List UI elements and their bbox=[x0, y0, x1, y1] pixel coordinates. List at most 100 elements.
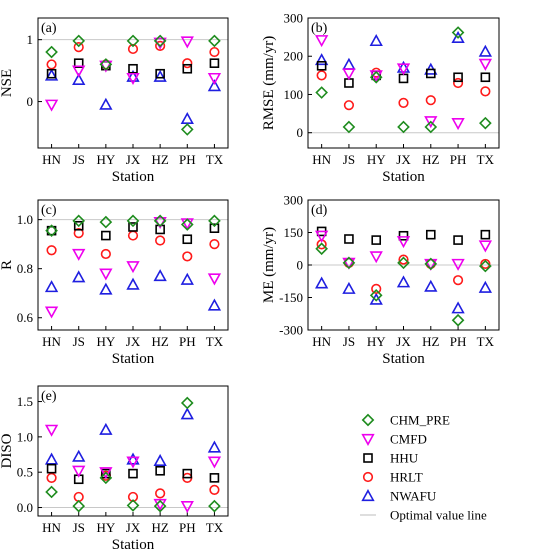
point-nwafu-ph bbox=[451, 301, 465, 314]
point-chm-pre-ph bbox=[180, 396, 194, 410]
y-tick-label: -150 bbox=[279, 290, 303, 305]
point-cmfd-hy bbox=[99, 467, 113, 480]
point-hrlt-jx bbox=[398, 97, 409, 108]
point-chm-pre-hy bbox=[99, 58, 113, 71]
x-tick-label-jx: JX bbox=[396, 152, 411, 167]
panel-b: 0 100 200 300 HN JS HY JX HZ PH TX Station RMSE (mm/… bbox=[261, 11, 500, 185]
y-tick-label: 300 bbox=[284, 193, 304, 208]
point-hrlt-ph bbox=[452, 77, 464, 89]
point-chm-pre-hz bbox=[424, 120, 438, 134]
y-axis-title: DISO bbox=[0, 433, 15, 468]
point-chm-pre-ph bbox=[451, 313, 465, 327]
panel-label: (a) bbox=[41, 21, 57, 36]
series-nwafu bbox=[44, 68, 222, 125]
x-tick-label-tx: TX bbox=[206, 152, 224, 167]
legend-label-optimal-line: Optimal value line bbox=[390, 508, 487, 523]
y-tick-label: 1.0 bbox=[17, 429, 33, 444]
point-chm-pre-hz bbox=[424, 257, 438, 271]
y-axis-title: ME (mm/yr) bbox=[261, 227, 277, 303]
legend: CHM_PRE CMFD HHU HRLT NWAFU Optimal value lin… bbox=[360, 413, 487, 523]
point-chm-pre-jx bbox=[126, 499, 140, 512]
x-tick-label-hy: HY bbox=[96, 334, 115, 349]
x-tick-label-hz: HZ bbox=[151, 520, 168, 535]
series-cmfd bbox=[314, 230, 493, 271]
point-cmfd-hn bbox=[44, 424, 59, 437]
point-nwafu-tx bbox=[207, 440, 222, 453]
legend-label-hhu: HHU bbox=[390, 451, 419, 466]
point-hhu-tx bbox=[209, 473, 220, 483]
point-hrlt-hn bbox=[316, 70, 327, 81]
x-tick-label-ph: PH bbox=[450, 334, 467, 349]
x-axis-title: Station bbox=[382, 351, 425, 367]
y-tick-label: 0.0 bbox=[17, 500, 33, 515]
point-chm-pre-tx bbox=[208, 499, 221, 513]
point-nwafu-jx bbox=[396, 275, 411, 288]
y-tick-label: -300 bbox=[279, 323, 303, 338]
point-cmfd-tx bbox=[207, 72, 222, 86]
point-nwafu-hn bbox=[44, 68, 59, 81]
point-chm-pre-js bbox=[72, 214, 86, 228]
point-hrlt-js bbox=[73, 228, 84, 239]
point-hhu-hn bbox=[46, 463, 57, 474]
point-hhu-hz bbox=[425, 229, 436, 240]
point-hhu-js bbox=[344, 234, 354, 244]
point-hrlt-hn bbox=[46, 472, 57, 483]
legend-marker-nwafu bbox=[361, 489, 375, 502]
point-hrlt-tx bbox=[480, 86, 491, 97]
point-cmfd-jx bbox=[126, 261, 140, 274]
series-nwafu bbox=[314, 275, 493, 314]
x-tick-label-hn: HN bbox=[312, 334, 331, 349]
point-chm-pre-hz bbox=[153, 499, 167, 513]
point-nwafu-js bbox=[72, 72, 86, 86]
x-tick-label-jx: JX bbox=[396, 334, 411, 349]
point-hrlt-js bbox=[343, 100, 355, 111]
point-hrlt-hz bbox=[155, 235, 166, 246]
point-cmfd-tx bbox=[207, 273, 222, 286]
y-tick-label: 0.6 bbox=[17, 310, 34, 325]
legend-marker-hrlt bbox=[362, 471, 374, 483]
point-cmfd-tx bbox=[478, 240, 493, 253]
x-tick-label-js: JS bbox=[343, 334, 355, 349]
y-tick-label: 200 bbox=[284, 49, 304, 64]
point-nwafu-hy bbox=[99, 97, 113, 110]
point-cmfd-hn bbox=[314, 230, 329, 243]
point-nwafu-hn bbox=[44, 452, 59, 465]
point-chm-pre-hz bbox=[153, 214, 167, 228]
series-nwafu bbox=[44, 269, 222, 311]
point-cmfd-hn bbox=[44, 99, 59, 112]
x-tick-label-tx: TX bbox=[477, 334, 495, 349]
point-chm-pre-ph bbox=[180, 218, 194, 231]
x-tick-label-jx: JX bbox=[126, 334, 141, 349]
series-nwafu bbox=[314, 30, 493, 75]
legend-label-nwafu: NWAFU bbox=[390, 489, 437, 504]
point-cmfd-hn bbox=[314, 35, 329, 48]
x-tick-label-ph: PH bbox=[179, 334, 196, 349]
point-hhu-tx bbox=[480, 72, 491, 83]
point-nwafu-ph bbox=[180, 407, 194, 420]
point-hrlt-jx bbox=[398, 254, 409, 265]
x-tick-label-hn: HN bbox=[312, 152, 331, 167]
point-hrlt-hz bbox=[425, 95, 436, 106]
point-chm-pre-tx bbox=[479, 116, 492, 130]
point-nwafu-js bbox=[342, 57, 356, 70]
point-nwafu-hz bbox=[153, 269, 167, 282]
panel-a: 0 1 HN JS HY JX HZ PH TX Station NSE (a) bbox=[0, 17, 229, 185]
panel-label: (e) bbox=[41, 389, 57, 404]
point-hhu-tx bbox=[209, 58, 220, 68]
point-hrlt-ph bbox=[182, 58, 193, 69]
x-tick-label-hy: HY bbox=[96, 152, 115, 167]
series-chm-pre bbox=[315, 242, 492, 327]
point-cmfd-js bbox=[72, 248, 86, 261]
point-nwafu-hn bbox=[314, 53, 329, 66]
y-tick-label: 0.8 bbox=[17, 261, 33, 276]
point-cmfd-ph bbox=[180, 36, 194, 49]
point-hrlt-jx bbox=[127, 43, 139, 55]
y-tick-label: 0 bbox=[297, 125, 304, 140]
point-nwafu-hy bbox=[99, 282, 113, 295]
point-cmfd-hz bbox=[424, 116, 438, 129]
x-tick-label-hz: HZ bbox=[422, 334, 439, 349]
point-hrlt-tx bbox=[209, 484, 220, 495]
x-tick-label-tx: TX bbox=[477, 152, 495, 167]
y-axis-title: NSE bbox=[0, 69, 15, 97]
